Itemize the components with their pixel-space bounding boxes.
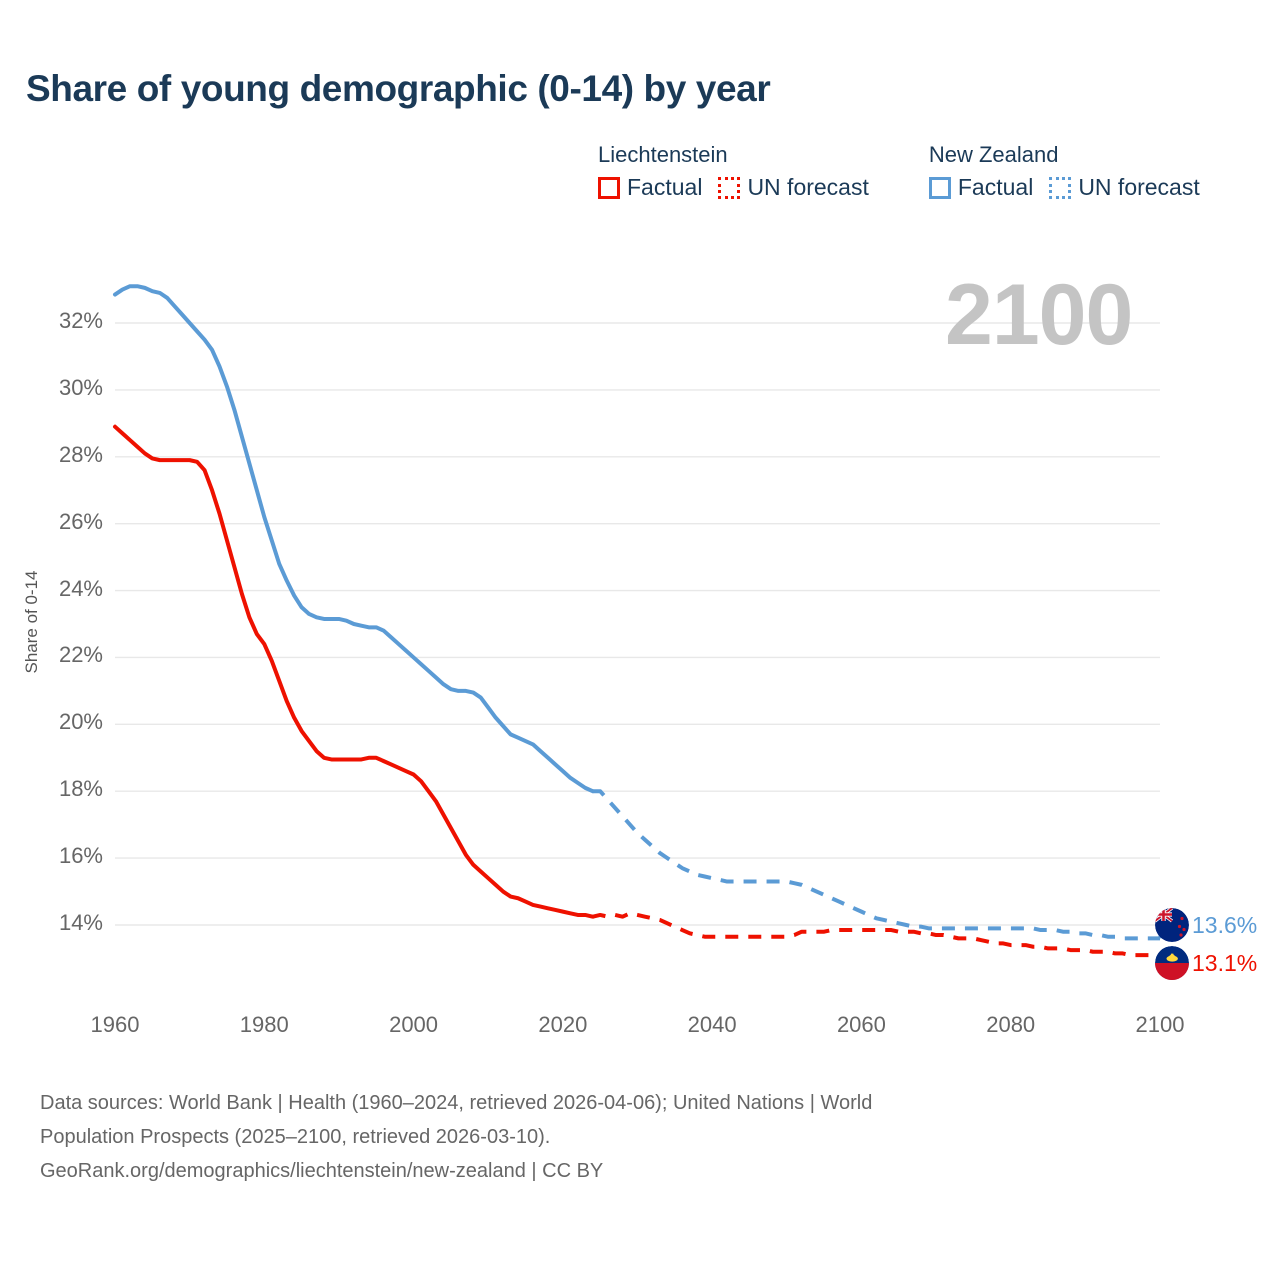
legend-swatch-solid-blue-icon	[928, 176, 951, 199]
series-forecast-liechtenstein	[592, 911, 1160, 958]
y-axis-tick: 20%	[58, 709, 103, 735]
legend-item-liechtenstein-factual[interactable]: Factual	[598, 174, 702, 201]
y-axis-tick: 14%	[58, 910, 103, 935]
y-axis-tick: 32%	[58, 308, 103, 333]
series-forecast-new-zealand	[592, 789, 1160, 941]
x-axis-tick: 2020	[538, 1012, 588, 1037]
y-axis-tick: 16%	[58, 843, 103, 869]
legend-group-liechtenstein: Liechtenstein Factual UN forecast	[598, 142, 869, 201]
legend-item-liechtenstein-forecast[interactable]: UN forecast	[718, 174, 869, 201]
y-axis-tick: 24%	[58, 575, 103, 601]
x-axis-tick: 2040	[687, 1012, 737, 1037]
series-factual-new-zealand	[113, 284, 595, 794]
footer-line-3[interactable]: GeoRank.org/demographics/liechtenstein/n…	[40, 1160, 604, 1182]
x-axis-tick: 2000	[389, 1012, 439, 1037]
legend-item-new-zealand-factual[interactable]: Factual	[928, 174, 1034, 201]
chart-legend: Liechtenstein Factual UN forecast New Ze…	[598, 142, 1200, 201]
year-watermark: 2100	[945, 267, 1133, 363]
legend-label-new-zealand-forecast: UN forecast	[1078, 174, 1200, 200]
chart-svg	[113, 284, 1180, 965]
legend-swatch-dotted-red-icon	[718, 176, 741, 199]
legend-label-new-zealand-factual: Factual	[957, 174, 1034, 200]
x-axis-tick: 2060	[836, 1012, 886, 1037]
legend-country-liechtenstein: Liechtenstein	[598, 142, 728, 167]
legend-swatch-dotted-blue-icon	[1049, 176, 1072, 199]
y-axis-tick: 22%	[58, 642, 103, 668]
flag-liechtenstein-icon	[1155, 946, 1189, 980]
legend-group-new-zealand: New Zealand Factual UN forecast	[928, 142, 1200, 201]
y-axis-tick: 30%	[58, 374, 103, 400]
x-axis-tick: 1960	[90, 1012, 140, 1037]
footer-sources: Data sources: World Bank | Health (1960–…	[40, 1086, 1190, 1188]
page-title: Share of young demographic (0-14) by yea…	[26, 68, 771, 109]
series-factual-liechtenstein	[113, 424, 595, 919]
flag-new-zealand-icon	[1155, 908, 1189, 942]
legend-item-new-zealand-forecast[interactable]: UN forecast	[1049, 174, 1200, 201]
legend-items-new-zealand: Factual UN forecast	[928, 174, 1200, 201]
legend-country-new-zealand: New Zealand	[928, 142, 1059, 167]
footer-line-2: Population Prospects (2025–2100, retriev…	[40, 1126, 551, 1148]
x-axis-tick: 2080	[986, 1012, 1036, 1037]
y-axis-tick: 28%	[58, 441, 103, 467]
legend-items-liechtenstein: Factual UN forecast	[598, 174, 869, 201]
legend-label-liechtenstein-forecast: UN forecast	[747, 174, 869, 200]
x-axis-tick: 2100	[1135, 1012, 1185, 1037]
chart-plot-area: 2100 Share of 0-14 14% 16% 18% 20% 22% 24% 26%…	[22, 267, 1258, 1037]
y-axis-tick: 18%	[58, 776, 103, 802]
legend-label-liechtenstein-factual: Factual	[627, 174, 703, 200]
end-label-liechtenstein: 13.1%	[1192, 950, 1258, 976]
footer-line-1: Data sources: World Bank | Health (1960–…	[40, 1092, 873, 1114]
x-axis-tick: 1980	[239, 1012, 289, 1037]
y-axis-label: Share of 0-14	[22, 570, 41, 674]
legend-swatch-solid-red-icon	[598, 176, 620, 199]
end-label-new-zealand: 13.6%	[1192, 912, 1258, 938]
y-axis-tick: 26%	[58, 508, 103, 534]
